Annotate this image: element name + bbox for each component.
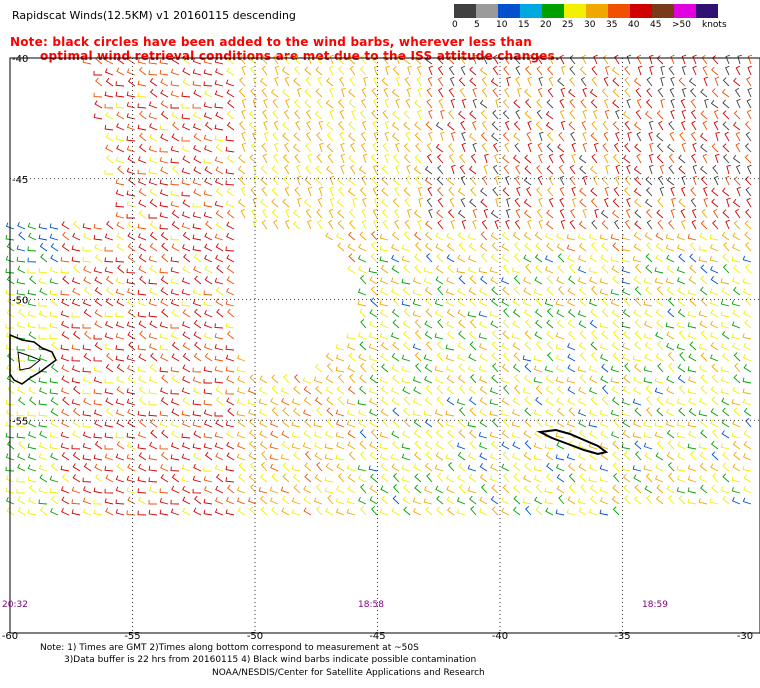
color-swatch [608,4,630,18]
color-scale-label: 25 [562,20,574,30]
lon-tick-label: -30 [737,631,753,642]
color-scale-bar [454,4,718,18]
color-scale-labels: 0 5 10 15 20 25 30 35 40 45 >50 knots [450,20,760,32]
color-swatch [674,4,696,18]
color-swatch [696,4,718,18]
color-scale-label: 40 [628,20,640,30]
wind-barb-field [5,54,753,516]
color-scale-unit: knots [702,20,727,30]
footer-note-2: 3)Data buffer is 22 hrs from 20160115 4)… [64,655,477,665]
lat-tick-label: -55 [12,416,28,427]
lon-tick-label: -55 [124,631,140,642]
color-scale-label: 15 [518,20,530,30]
note-line-2: optimal wind retrieval conditions are me… [40,49,560,63]
land-outlines [9,333,609,456]
color-scale-label: >50 [672,20,691,30]
color-swatch [652,4,674,18]
color-swatch [498,4,520,18]
footer-credit: NOAA/NESDIS/Center for Satellite Applica… [212,668,485,678]
color-swatch [586,4,608,18]
time-label-center: 18:58 [358,600,384,610]
color-swatch [564,4,586,18]
time-label-right: 18:59 [642,600,668,610]
lon-tick-label: -35 [614,631,630,642]
color-swatch [454,4,476,18]
note-line-1: Note: black circles have been added to t… [10,35,533,49]
axis-labels: -60 -55 -50 -45 -40 -35 -30 -40 -45 -50 -55 [2,54,753,642]
color-swatch [476,4,498,18]
color-scale-label: 20 [540,20,552,30]
grid-lines [10,58,760,633]
lat-tick-label: -40 [12,54,28,65]
coastline-south-georgia [536,428,609,456]
color-swatch [520,4,542,18]
lon-tick-label: -60 [2,631,18,642]
footer-note-1: Note: 1) Times are GMT 2)Times along bot… [40,643,419,653]
color-scale-label: 0 [452,20,458,30]
coastline-patagonia-inner [17,351,41,371]
lon-tick-label: -50 [247,631,263,642]
coastline-patagonia [9,333,57,385]
color-scale-label: 30 [584,20,596,30]
color-scale-label: 5 [474,20,480,30]
color-scale-label: 35 [606,20,618,30]
lat-tick-label: -45 [12,175,28,186]
lon-tick-label: -40 [492,631,508,642]
color-swatch [542,4,564,18]
color-swatch [630,4,652,18]
color-scale-label: 10 [496,20,508,30]
lon-tick-label: -45 [369,631,385,642]
map-title: Rapidscat Winds(12.5KM) v1 20160115 desc… [12,9,296,22]
lat-tick-label: -50 [12,296,28,307]
time-label-left: 20:32 [2,600,28,610]
color-scale-label: 45 [650,20,662,30]
